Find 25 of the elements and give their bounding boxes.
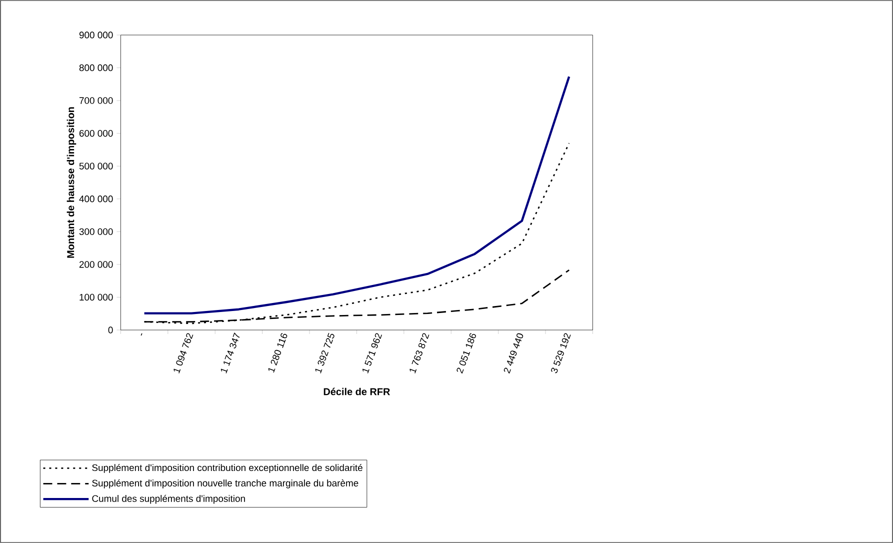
- x-axis-title: Décile de RFR: [324, 388, 390, 396]
- legend-label: Cumul des suppléments d'imposition: [92, 494, 245, 504]
- y-tick-label: 800 000: [79, 64, 113, 72]
- legend-label: Supplément d'imposition contribution exceptionnelle de solidarité: [92, 464, 362, 473]
- x-tick-label: 1 763 872: [410, 333, 430, 374]
- y-tick-label: 0: [108, 326, 113, 334]
- x-tick-label: 2 449 440: [504, 333, 524, 374]
- y-tick-label: 700 000: [79, 97, 113, 104]
- x-tick-label: 1 392 725: [315, 332, 334, 374]
- x-tick-label: 1 174 347: [220, 332, 240, 374]
- x-tick-label: 2 051 186: [456, 333, 476, 374]
- legend-label: Supplément d'imposition nouvelle tranche marginale du barème: [92, 479, 358, 488]
- y-tick-label: 200 000: [79, 261, 113, 268]
- x-tick-label: 1 094 762: [174, 333, 194, 374]
- y-tick-label: 400 000: [79, 196, 113, 202]
- y-tick-label: 900 000: [79, 32, 113, 38]
- y-tick-label: 600 000: [79, 130, 113, 137]
- x-tick-label: 3 529 192: [551, 333, 571, 374]
- x-tick-label: 1 280 116: [268, 333, 288, 373]
- y-tick-label: 300 000: [79, 228, 113, 236]
- y-axis-title: Montant de hausse d'imposition: [66, 107, 76, 258]
- x-tick-label: 1 571 962: [362, 333, 382, 374]
- y-tick-label: 100 000: [80, 294, 113, 301]
- x-tick-label: -: [140, 333, 142, 336]
- y-tick-label: 500 000: [79, 162, 113, 170]
